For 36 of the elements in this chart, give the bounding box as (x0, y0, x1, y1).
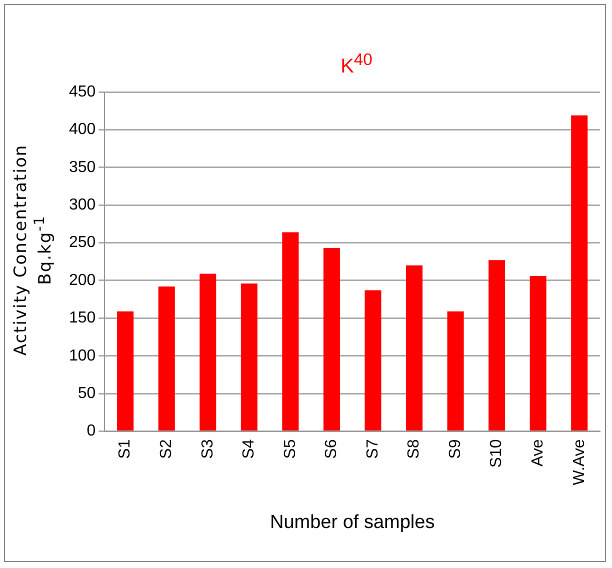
x-tick-label: S10 (488, 439, 506, 468)
bar (488, 260, 506, 431)
bar (158, 286, 175, 431)
bar (240, 283, 258, 431)
bar (530, 276, 546, 431)
bar (323, 248, 340, 431)
bar (406, 265, 423, 431)
y-tick-label: 400 (68, 121, 96, 138)
bar (364, 290, 382, 431)
x-tick-label: S7 (364, 439, 382, 459)
bar (571, 115, 588, 431)
x-tick-label: S9 (446, 439, 464, 459)
x-tick-label: S3 (199, 439, 216, 459)
y-tick-label: 250 (68, 234, 96, 252)
y-tick-label: 150 (68, 310, 96, 327)
y-tick-label: 300 (68, 196, 96, 214)
x-tick-label: S5 (282, 439, 299, 459)
bar (200, 274, 216, 431)
x-tick-label: S4 (240, 439, 258, 459)
bar (282, 232, 299, 431)
x-tick-label: S2 (158, 439, 176, 459)
y-tick-label: 100 (68, 347, 96, 364)
x-tick-label: W.Ave (570, 439, 588, 486)
y-tick-label: 450 (68, 83, 96, 100)
y-tick-label: 350 (68, 158, 96, 176)
y-tick-label: 0 (86, 422, 96, 440)
x-tick-label: S8 (406, 439, 423, 459)
x-axis-title: Number of samples (270, 512, 435, 533)
chart-title: K$^{40}$ (340, 50, 374, 79)
x-tick-label: S1 (116, 439, 134, 459)
bar (447, 311, 464, 431)
y-tick-label: 50 (78, 384, 96, 402)
x-tick-label: Ave (529, 439, 546, 467)
x-tick-label: S6 (323, 439, 340, 459)
bar (117, 311, 134, 431)
y-tick-label: 200 (68, 272, 96, 289)
